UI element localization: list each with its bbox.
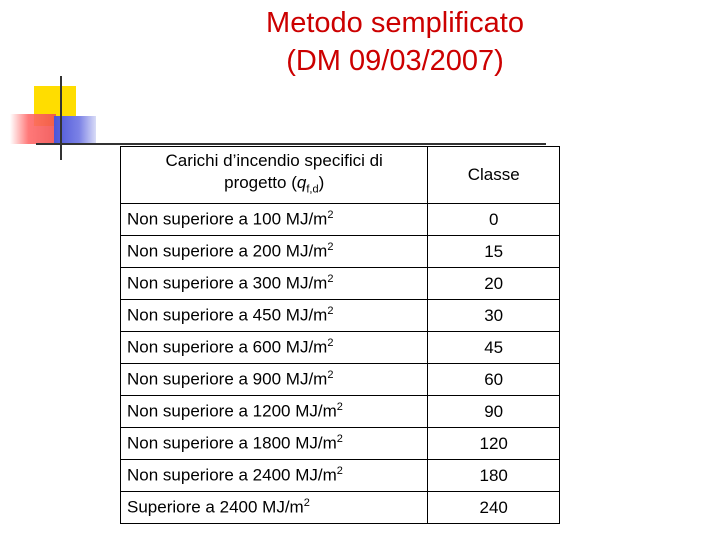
unit-base: MJ/m <box>285 273 328 293</box>
unit-exponent: 2 <box>327 337 334 350</box>
fire-load-label: Non superiore a 900 <box>127 369 282 389</box>
unit-exponent: 2 <box>336 401 343 414</box>
unit-exponent: 2 <box>327 273 334 286</box>
unit-base: MJ/m <box>295 401 337 421</box>
classe-cell: 120 <box>427 427 560 460</box>
fire-load-cell: Non superiore a 900 MJ/m2 <box>119 363 429 396</box>
fire-load-cell: Non superiore a 100 MJ/m2 <box>119 203 429 236</box>
table-row: Non superiore a 900 MJ/m2 60 <box>119 363 560 396</box>
fire-load-label: Non superiore a 600 <box>127 337 282 357</box>
header-classe: Classe <box>427 146 560 204</box>
unit-exponent: 2 <box>327 369 334 382</box>
unit-base: MJ/m <box>262 497 304 517</box>
unit-exponent: 2 <box>336 465 343 478</box>
unit-base: MJ/m <box>285 369 328 389</box>
classe-cell: 0 <box>427 203 560 236</box>
table-row: Non superiore a 300 MJ/m2 20 <box>119 267 560 300</box>
header-fire-load-suffix: ) <box>318 172 325 192</box>
unit-base: MJ/m <box>285 241 328 261</box>
fire-load-cell: Non superiore a 1200 MJ/m2 <box>119 395 429 428</box>
fire-load-cell: Non superiore a 300 MJ/m2 <box>119 267 429 300</box>
classe-cell: 15 <box>427 235 560 268</box>
unit-base: MJ/m <box>285 305 328 325</box>
fire-load-label: Non superiore a 450 <box>127 305 282 325</box>
table-row: Superiore a 2400 MJ/m2 240 <box>119 491 560 524</box>
fire-load-cell: Non superiore a 200 MJ/m2 <box>119 235 429 268</box>
unit-exponent: 2 <box>327 241 334 254</box>
logo-vertical-line <box>60 76 62 160</box>
table-row: Non superiore a 2400 MJ/m2 180 <box>119 459 560 492</box>
fire-load-cell: Non superiore a 1800 MJ/m2 <box>119 427 429 460</box>
fire-load-label: Non superiore a 300 <box>127 273 282 293</box>
fire-load-table: Carichi d’incendio specifici di progetto… <box>119 146 560 524</box>
classe-cell: 240 <box>427 491 560 524</box>
classe-cell: 30 <box>427 299 560 332</box>
unit-base: MJ/m <box>295 465 337 485</box>
slide-title: Metodo semplificato (DM 09/03/2007) <box>180 4 610 80</box>
header-q-symbol: q <box>296 172 307 192</box>
header-q-subscript: f,d <box>306 183 319 196</box>
fire-load-label: Non superiore a 200 <box>127 241 282 261</box>
header-fire-load-line1: Carichi d’incendio specifici di <box>165 150 383 170</box>
title-line-1: Metodo semplificato <box>266 7 524 39</box>
fire-load-cell: Non superiore a 2400 MJ/m2 <box>119 459 429 492</box>
table-row: Non superiore a 200 MJ/m2 15 <box>119 235 560 268</box>
table-row: Non superiore a 1200 MJ/m2 90 <box>119 395 560 428</box>
fire-load-label: Non superiore a 1200 <box>127 401 291 421</box>
table-row: Non superiore a 600 MJ/m2 45 <box>119 331 560 364</box>
title-underline <box>36 143 546 145</box>
fire-load-label: Non superiore a 100 <box>127 209 282 229</box>
unit-base: MJ/m <box>295 433 337 453</box>
unit-base: MJ/m <box>285 337 328 357</box>
unit-exponent: 2 <box>303 497 310 510</box>
classe-cell: 180 <box>427 459 560 492</box>
classe-cell: 20 <box>427 267 560 300</box>
unit-exponent: 2 <box>336 433 343 446</box>
fire-load-label: Non superiore a 2400 <box>127 465 291 485</box>
unit-base: MJ/m <box>285 209 328 229</box>
table-row: Non superiore a 100 MJ/m2 0 <box>119 203 560 236</box>
header-fire-load-prefix: progetto ( <box>224 172 297 192</box>
table-row: Non superiore a 450 MJ/m2 30 <box>119 299 560 332</box>
title-line-2: (DM 09/03/2007) <box>286 45 504 77</box>
header-fire-load: Carichi d’incendio specifici di progetto… <box>119 146 429 204</box>
fire-load-label: Non superiore a 1800 <box>127 433 291 453</box>
classe-cell: 45 <box>427 331 560 364</box>
table-header-row: Carichi d’incendio specifici di progetto… <box>119 146 560 204</box>
fire-load-cell: Non superiore a 450 MJ/m2 <box>119 299 429 332</box>
fire-load-cell: Superiore a 2400 MJ/m2 <box>119 491 429 524</box>
logo-red-square <box>10 114 56 144</box>
classe-cell: 60 <box>427 363 560 396</box>
classe-cell: 90 <box>427 395 560 428</box>
fire-load-cell: Non superiore a 600 MJ/m2 <box>119 331 429 364</box>
unit-exponent: 2 <box>327 305 334 318</box>
fire-load-label: Superiore a 2400 <box>127 497 258 517</box>
unit-exponent: 2 <box>327 209 334 222</box>
table-row: Non superiore a 1800 MJ/m2 120 <box>119 427 560 460</box>
